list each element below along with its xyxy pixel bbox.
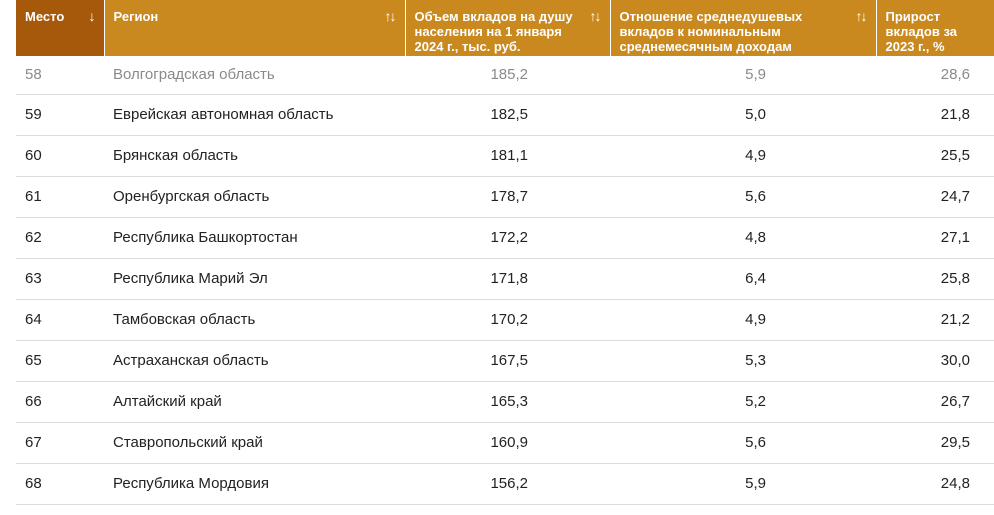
cell-place: 63 — [16, 258, 104, 299]
ranking-table: Место ↓ Регион ↑↓ Объем вкладов на душу … — [16, 0, 994, 505]
table-row: 63 Республика Марий Эл 171,8 6,4 25,8 — [16, 258, 994, 299]
cell-ratio: 5,2 — [610, 381, 876, 422]
table-body: 58 Волгоградская область 185,2 5,9 28,6 … — [16, 56, 994, 504]
cell-growth: 24,7 — [876, 176, 994, 217]
cell-ratio: 5,0 — [610, 94, 876, 135]
cell-place: 65 — [16, 340, 104, 381]
cell-ratio: 5,6 — [610, 176, 876, 217]
cell-region: Республика Марий Эл — [104, 258, 405, 299]
cell-growth: 28,6 — [876, 56, 994, 94]
cell-growth: 21,8 — [876, 94, 994, 135]
cell-region: Волгоградская область — [104, 56, 405, 94]
column-header-ratio[interactable]: Отношение среднедушевых вкладов к номина… — [610, 0, 876, 56]
column-header-growth-label: Прирост вкладов за 2023 г., % — [886, 9, 994, 54]
column-header-place-label: Место — [25, 9, 72, 24]
column-header-place[interactable]: Место ↓ — [16, 0, 104, 56]
cell-place: 64 — [16, 299, 104, 340]
table-row: 64 Тамбовская область 170,2 4,9 21,2 — [16, 299, 994, 340]
sort-toggle-icon[interactable]: ↑↓ — [385, 9, 395, 24]
column-header-region-label: Регион — [114, 9, 167, 24]
table-row: 65 Астраханская область 167,5 5,3 30,0 — [16, 340, 994, 381]
cell-place: 61 — [16, 176, 104, 217]
cell-deposit: 172,2 — [405, 217, 610, 258]
cell-deposit: 185,2 — [405, 56, 610, 94]
table-row: 68 Республика Мордовия 156,2 5,9 24,8 — [16, 463, 994, 504]
cell-ratio: 4,9 — [610, 135, 876, 176]
cell-deposit: 160,9 — [405, 422, 610, 463]
cell-region: Республика Мордовия — [104, 463, 405, 504]
cell-ratio: 5,3 — [610, 340, 876, 381]
column-header-deposit[interactable]: Объем вкладов на душу населения на 1 янв… — [405, 0, 610, 56]
cell-deposit: 182,5 — [405, 94, 610, 135]
cell-ratio: 6,4 — [610, 258, 876, 299]
cell-place: 58 — [16, 56, 104, 94]
table-row: 59 Еврейская автономная область 182,5 5,… — [16, 94, 994, 135]
cell-growth: 25,5 — [876, 135, 994, 176]
cell-place: 67 — [16, 422, 104, 463]
column-header-growth[interactable]: Прирост вкладов за 2023 г., % ↑↓ — [876, 0, 994, 56]
cell-ratio: 5,9 — [610, 463, 876, 504]
sort-toggle-icon[interactable]: ↑↓ — [590, 9, 600, 24]
cell-ratio: 5,9 — [610, 56, 876, 94]
cell-deposit: 165,3 — [405, 381, 610, 422]
sort-toggle-icon[interactable]: ↑↓ — [856, 9, 866, 24]
cell-deposit: 170,2 — [405, 299, 610, 340]
table-row: 62 Республика Башкортостан 172,2 4,8 27,… — [16, 217, 994, 258]
cell-deposit: 181,1 — [405, 135, 610, 176]
table-row: 60 Брянская область 181,1 4,9 25,5 — [16, 135, 994, 176]
cell-region: Тамбовская область — [104, 299, 405, 340]
cell-region: Астраханская область — [104, 340, 405, 381]
cell-place: 60 — [16, 135, 104, 176]
cell-deposit: 178,7 — [405, 176, 610, 217]
cell-region: Брянская область — [104, 135, 405, 176]
ranking-table-container: Место ↓ Регион ↑↓ Объем вкладов на душу … — [16, 0, 994, 515]
cell-ratio: 4,9 — [610, 299, 876, 340]
cell-region: Оренбургская область — [104, 176, 405, 217]
cell-deposit: 156,2 — [405, 463, 610, 504]
cell-growth: 25,8 — [876, 258, 994, 299]
cell-region: Еврейская автономная область — [104, 94, 405, 135]
cell-region: Республика Башкортостан — [104, 217, 405, 258]
cell-deposit: 167,5 — [405, 340, 610, 381]
cell-growth: 21,2 — [876, 299, 994, 340]
cell-place: 59 — [16, 94, 104, 135]
cell-growth: 26,7 — [876, 381, 994, 422]
column-header-region[interactable]: Регион ↑↓ — [104, 0, 405, 56]
table-row: 66 Алтайский край 165,3 5,2 26,7 — [16, 381, 994, 422]
cell-growth: 29,5 — [876, 422, 994, 463]
header-row: Место ↓ Регион ↑↓ Объем вкладов на душу … — [16, 0, 994, 56]
column-header-ratio-label: Отношение среднедушевых вкладов к номина… — [620, 9, 856, 54]
cell-place: 66 — [16, 381, 104, 422]
sort-descending-icon[interactable]: ↓ — [89, 9, 94, 24]
table-row: 67 Ставропольский край 160,9 5,6 29,5 — [16, 422, 994, 463]
cell-ratio: 5,6 — [610, 422, 876, 463]
cell-deposit: 171,8 — [405, 258, 610, 299]
cell-region: Ставропольский край — [104, 422, 405, 463]
cell-place: 62 — [16, 217, 104, 258]
table-row: 61 Оренбургская область 178,7 5,6 24,7 — [16, 176, 994, 217]
cell-growth: 24,8 — [876, 463, 994, 504]
cell-ratio: 4,8 — [610, 217, 876, 258]
table-row: 58 Волгоградская область 185,2 5,9 28,6 — [16, 56, 994, 94]
table-header: Место ↓ Регион ↑↓ Объем вкладов на душу … — [16, 0, 994, 56]
column-header-deposit-label: Объем вкладов на душу населения на 1 янв… — [415, 9, 590, 54]
cell-growth: 27,1 — [876, 217, 994, 258]
cell-region: Алтайский край — [104, 381, 405, 422]
cell-place: 68 — [16, 463, 104, 504]
cell-growth: 30,0 — [876, 340, 994, 381]
